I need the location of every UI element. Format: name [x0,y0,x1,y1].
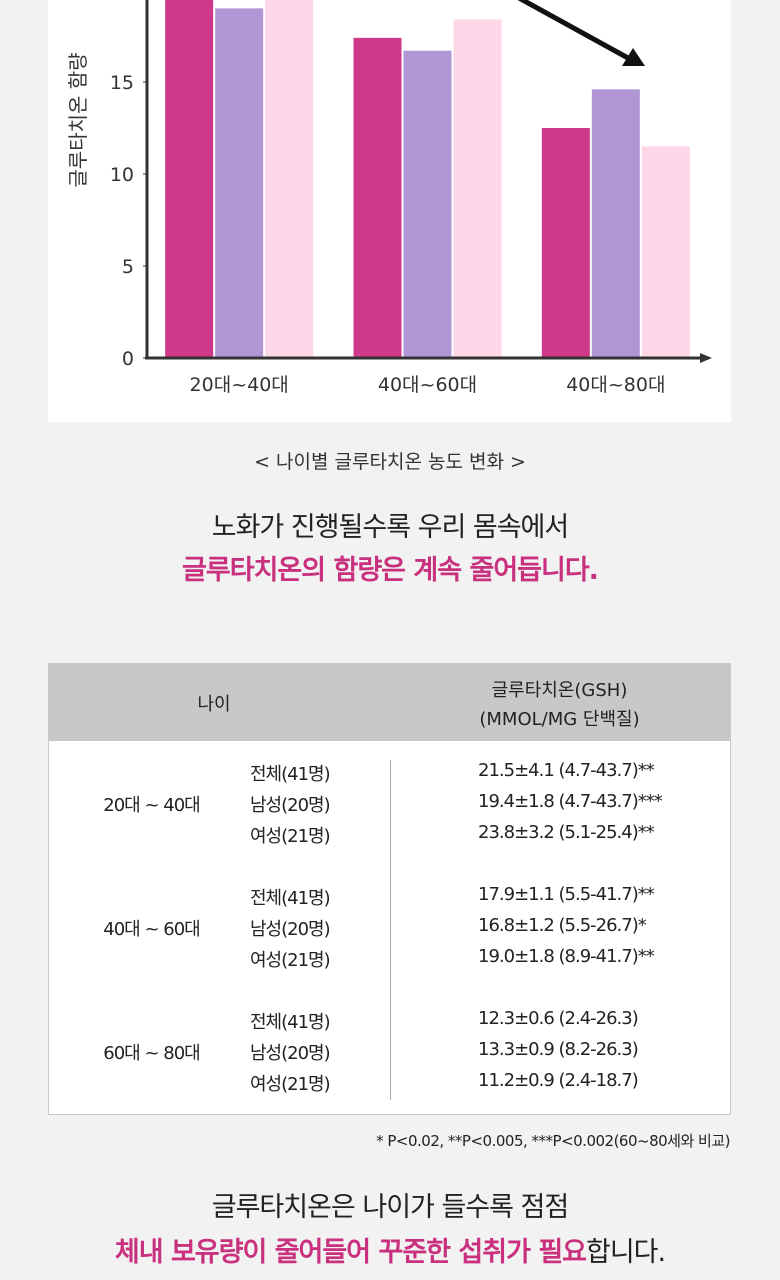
table-header: 나이 글루타치온(GSH) (MMOL/MG 단백질) [49,664,730,741]
group-cell: 전체(41명) [250,1012,331,1033]
closing-line: 글루타치온은 나이가 들수록 점점 [211,1192,570,1223]
trend-arrow [517,0,630,61]
header-gsh: 글루타치온(GSH) [491,680,628,701]
bar [541,128,590,358]
age-cell: 40대 ~ 60대 [103,919,200,940]
chart-caption: < 나이별 글루타치온 농도 변화 > [254,451,526,473]
bar [215,8,264,359]
y-tick-label: 5 [122,256,134,278]
age-cell: 20대 ~ 40대 [103,795,200,816]
group-cell: 남성(20명) [250,919,331,940]
x-tick-label: 40대~60대 [378,374,477,396]
value-cell: 16.8±1.2 (5.5-26.7)* [478,915,647,936]
group-cell: 전체(41명) [250,888,331,909]
closing-line: 체내 보유량이 줄어들어 꾸준한 섭취가 필요합니다. [0,1230,780,1269]
y-tick-label: 15 [110,72,134,94]
y-tick-label: 0 [122,348,134,370]
value-cell: 21.5±4.1 (4.7-43.7)** [478,760,655,781]
bar [265,0,314,358]
bar [453,19,502,358]
chart: 글루타치온 함량 0 5 10 15 20대~40대 40대~60대 40대~80대 [48,0,731,422]
bar [353,37,402,359]
footnote: * P<0.02, **P<0.005, ***P<0.002(60~80세와 … [376,1132,730,1150]
bar [403,50,452,358]
group-cell: 전체(41명) [250,764,331,785]
group-cell: 남성(20명) [250,795,331,816]
value-cell: 19.4±1.8 (4.7-43.7)*** [478,791,663,812]
group-cell: 여성(21명) [250,826,331,847]
bar [641,146,690,358]
value-cell: 23.8±3.2 (5.1-25.4)** [478,822,655,843]
closing-highlight: 체내 보유량이 줄어들어 꾸준한 섭취가 필요 [114,1237,587,1268]
x-tick-label: 40대~80대 [566,374,665,396]
x-tick-label: 20대~40대 [190,374,289,396]
value-cell: 19.0±1.8 (8.9-41.7)** [478,946,655,967]
header-unit: (MMOL/MG 단백질) [479,709,640,730]
headline-highlight: 글루타치온의 함량은 계속 줄어듭니다. [182,555,599,586]
group-cell: 남성(20명) [250,1043,331,1064]
column-divider [390,760,391,1100]
group-cell: 여성(21명) [250,950,331,971]
trend-arrowhead [622,48,645,66]
group-cell: 여성(21명) [250,1074,331,1095]
value-cell: 12.3±0.6 (2.4-26.3) [478,1008,639,1029]
y-axis-label: 글루타치온 함량 [66,52,90,187]
header-age: 나이 [197,694,231,715]
value-cell: 11.2±0.9 (2.4-18.7) [478,1070,639,1091]
value-cell: 13.3±0.9 (8.2-26.3) [478,1039,639,1060]
value-cell: 17.9±1.1 (5.5-41.7)** [478,884,655,905]
x-axis-arrow [700,353,712,363]
headline-line: 노화가 진행될수록 우리 몸속에서 [211,512,570,543]
age-cell: 60대 ~ 80대 [103,1043,200,1064]
y-tick-label: 10 [110,164,134,186]
bar [165,0,214,359]
bar [591,89,640,359]
closing-rest: 합니다. [586,1237,666,1268]
